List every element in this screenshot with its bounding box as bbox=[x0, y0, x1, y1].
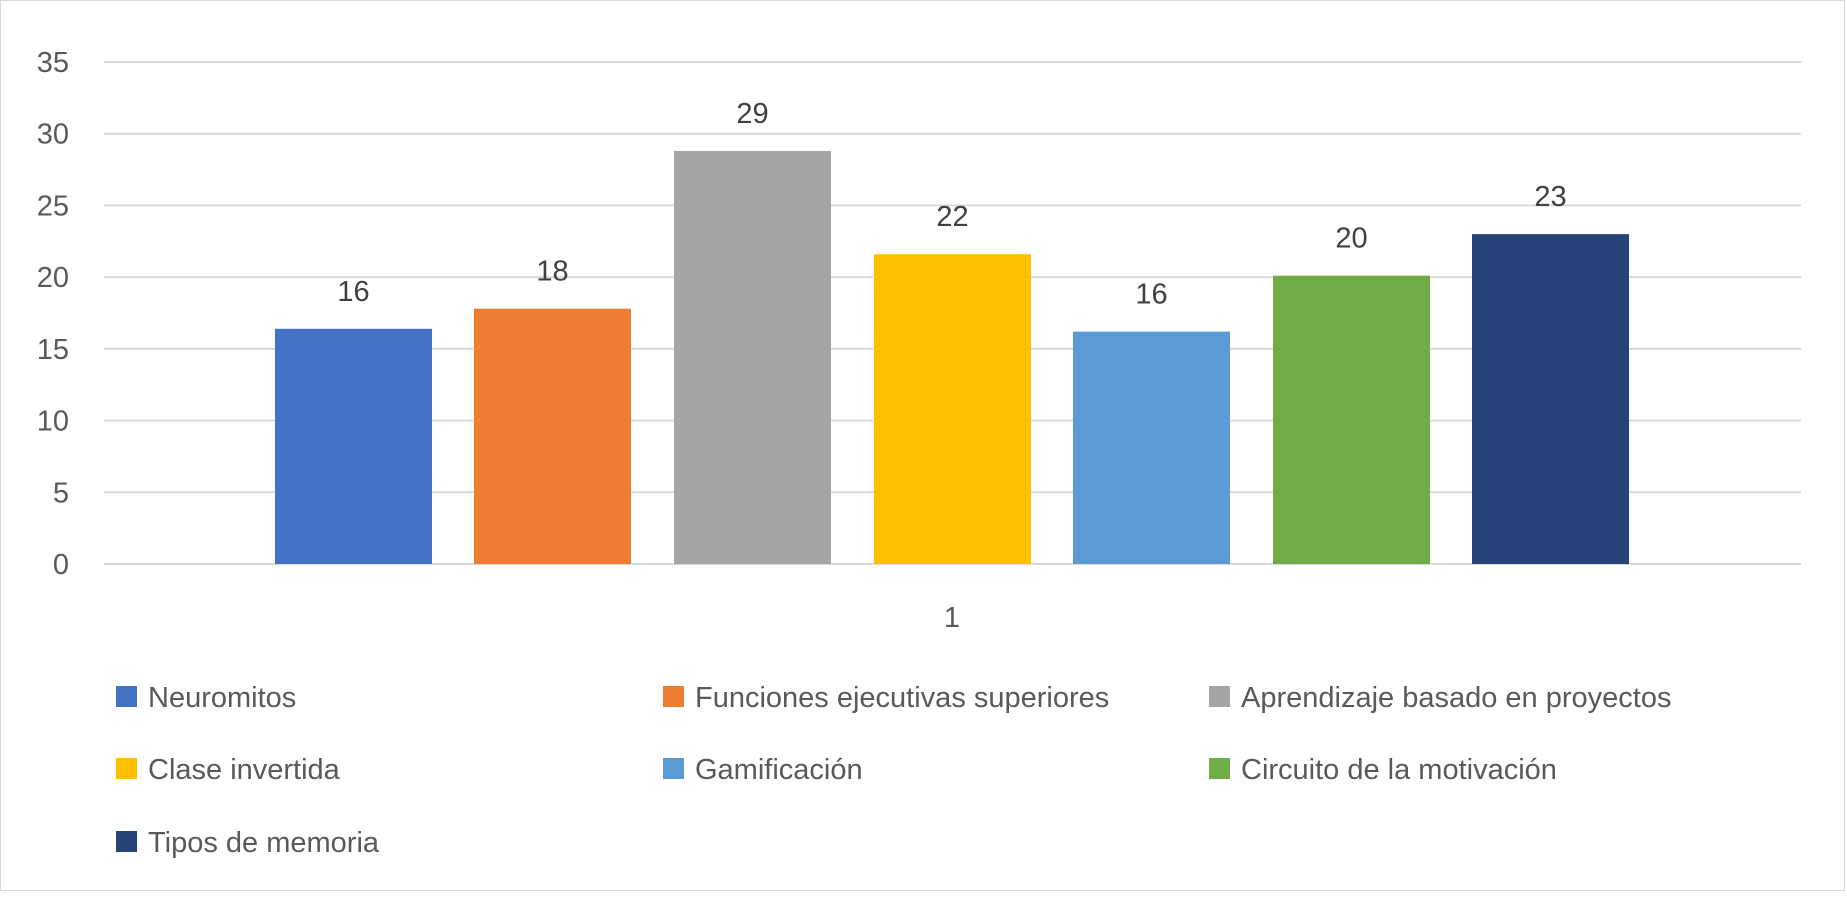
legend-label: Clase invertida bbox=[148, 754, 341, 786]
legend-swatch bbox=[116, 831, 137, 852]
data-label: 20 bbox=[1335, 223, 1367, 255]
data-label: 16 bbox=[1135, 279, 1167, 311]
data-label: 18 bbox=[536, 256, 568, 288]
legend-label: Gamificación bbox=[695, 754, 863, 786]
bar-aprendizaje-basado-en-proyectos bbox=[674, 150, 831, 564]
legend: Neuromitos Funciones ejecutivas superiore… bbox=[116, 682, 1671, 859]
bar-tipos-de-memoria bbox=[1472, 234, 1629, 564]
y-tick-label: 15 bbox=[37, 334, 69, 366]
legend-item-clase-invertida: Clase invertida bbox=[116, 754, 341, 786]
legend-label: Funciones ejecutivas superiores bbox=[695, 682, 1109, 714]
bar-gamificaci-n bbox=[1073, 331, 1230, 564]
legend-swatch bbox=[663, 686, 684, 707]
y-axis-tick-labels: 0 5 10 15 20 25 30 35 bbox=[37, 47, 69, 581]
legend-item-gamificaci-n: Gamificación bbox=[663, 754, 863, 786]
y-tick-label: 20 bbox=[37, 262, 69, 294]
legend-swatch bbox=[1209, 758, 1230, 779]
bar-neuromitos bbox=[275, 328, 432, 564]
data-label: 22 bbox=[936, 201, 968, 233]
legend-item-tipos-de-memoria: Tipos de memoria bbox=[116, 827, 380, 859]
data-label: 16 bbox=[337, 276, 369, 308]
bar-funciones-ejecutivas-superiores bbox=[474, 308, 631, 564]
legend-swatch bbox=[663, 758, 684, 779]
legend-item-neuromitos: Neuromitos bbox=[116, 682, 296, 714]
legend-label: Circuito de la motivación bbox=[1241, 754, 1557, 786]
legend-label: Neuromitos bbox=[148, 682, 296, 714]
bar-clase-invertida bbox=[874, 254, 1031, 565]
y-tick-label: 5 bbox=[53, 477, 69, 509]
legend-label: Tipos de memoria bbox=[148, 827, 380, 859]
bars bbox=[275, 150, 1629, 565]
y-tick-label: 35 bbox=[37, 47, 69, 79]
legend-swatch bbox=[1209, 686, 1230, 707]
legend-swatch bbox=[116, 686, 137, 707]
legend-swatch bbox=[116, 758, 137, 779]
data-labels: 16 18 29 22 16 20 23 bbox=[337, 98, 1566, 311]
data-label: 23 bbox=[1534, 181, 1566, 213]
x-tick-label: 1 bbox=[944, 602, 960, 634]
y-tick-label: 0 bbox=[53, 549, 69, 581]
legend-item-funciones-ejecutivas-superiores: Funciones ejecutivas superiores bbox=[663, 682, 1109, 714]
legend-label: Aprendizaje basado en proyectos bbox=[1241, 682, 1671, 714]
legend-item-aprendizaje-basado-en-proyectos: Aprendizaje basado en proyectos bbox=[1209, 682, 1671, 714]
data-label: 29 bbox=[736, 98, 768, 130]
x-axis-tick-labels: 1 bbox=[944, 602, 960, 634]
y-tick-label: 10 bbox=[37, 406, 69, 438]
y-tick-label: 30 bbox=[37, 119, 69, 151]
y-tick-label: 25 bbox=[37, 190, 69, 222]
bar-circuito-de-la-motivaci-n bbox=[1273, 275, 1430, 564]
legend-item-circuito-de-la-motivaci-n: Circuito de la motivación bbox=[1209, 754, 1557, 786]
